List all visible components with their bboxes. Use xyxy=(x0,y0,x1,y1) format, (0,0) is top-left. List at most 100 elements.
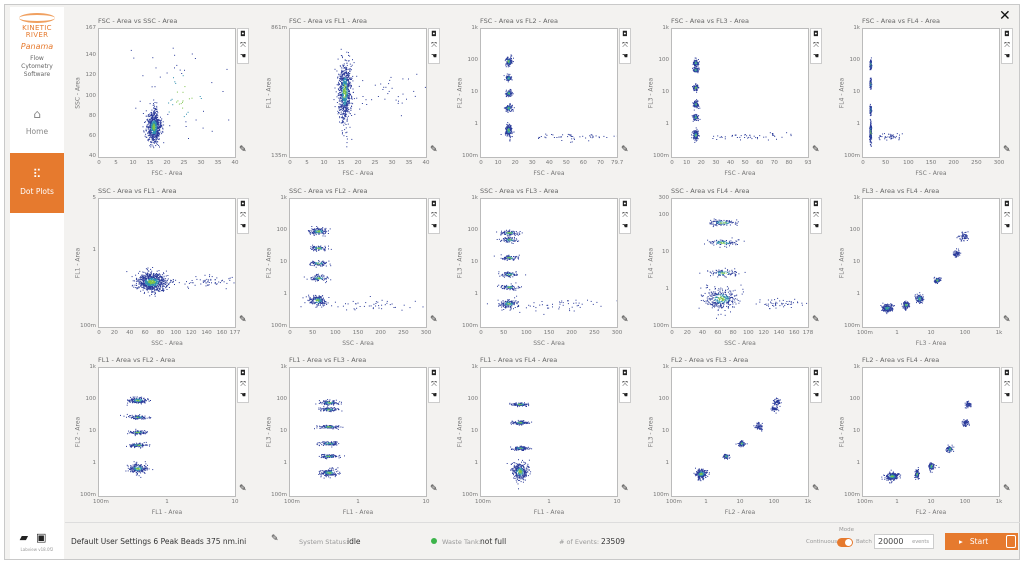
cursor-icon[interactable]: ⤧ xyxy=(240,210,246,219)
edit-plot-pencil-icon[interactable]: ✎ xyxy=(239,145,247,155)
event-dot xyxy=(167,279,168,281)
pan-hand-icon[interactable]: ☚ xyxy=(239,221,247,230)
event-dot xyxy=(790,135,792,137)
plot-area[interactable] xyxy=(98,197,236,328)
pan-hand-icon[interactable]: ☚ xyxy=(812,52,820,60)
lock-icon[interactable]: ◘ xyxy=(431,199,437,208)
open-folder-icon[interactable]: ▰ xyxy=(19,531,37,544)
event-dot xyxy=(150,130,152,131)
event-dot xyxy=(314,261,316,263)
plot-area[interactable] xyxy=(671,28,809,158)
event-dot xyxy=(142,282,144,284)
event-dot xyxy=(340,111,342,113)
pan-hand-icon[interactable]: ☚ xyxy=(1003,52,1011,60)
plot-area[interactable] xyxy=(480,197,618,328)
event-dot xyxy=(343,101,345,103)
y-axis-label: SSC - Area xyxy=(74,77,82,109)
lock-icon[interactable]: ◘ xyxy=(622,30,628,38)
cursor-icon[interactable]: ⤧ xyxy=(431,210,437,219)
event-dot xyxy=(159,119,161,121)
event-dot xyxy=(161,278,163,280)
x-axis-label: FSC - Area xyxy=(724,170,756,177)
event-dot xyxy=(311,278,313,280)
event-dot xyxy=(345,76,347,78)
edit-plot-pencil-icon[interactable]: ✎ xyxy=(430,145,438,155)
event-dot xyxy=(898,138,900,140)
event-dot xyxy=(694,133,696,135)
event-dot xyxy=(150,277,152,279)
event-dot xyxy=(506,130,508,132)
x-axis-label: FSC - Area xyxy=(533,170,565,177)
event-dot xyxy=(391,87,393,89)
plot-area[interactable] xyxy=(289,28,427,158)
event-dot xyxy=(314,230,316,232)
x-tick-label: 200 xyxy=(375,329,386,336)
event-dot xyxy=(318,299,319,301)
pan-hand-icon[interactable]: ☚ xyxy=(621,52,629,60)
plot-area[interactable] xyxy=(98,28,236,158)
event-dot xyxy=(351,97,353,99)
edit-plot-pencil-icon[interactable]: ✎ xyxy=(239,314,247,325)
event-dot xyxy=(146,119,148,121)
x-tick-label: 5 xyxy=(305,160,309,166)
event-dot xyxy=(145,279,147,281)
event-dot xyxy=(187,286,189,287)
lock-icon[interactable]: ◘ xyxy=(240,30,246,38)
close-icon[interactable]: ✕ xyxy=(999,8,1011,24)
event-dot xyxy=(318,229,320,231)
event-dot xyxy=(698,106,700,108)
edit-plot-pencil-icon[interactable]: ✎ xyxy=(1003,145,1011,155)
cursor-icon[interactable]: ⤧ xyxy=(431,41,437,49)
event-dot xyxy=(345,107,347,109)
event-dot xyxy=(149,127,151,129)
lock-icon[interactable]: ◘ xyxy=(431,30,437,38)
pan-hand-icon[interactable]: ☚ xyxy=(239,52,247,60)
event-dot xyxy=(312,231,313,233)
event-dot xyxy=(505,94,507,96)
event-dot xyxy=(315,231,317,233)
x-tick-label: 250 xyxy=(971,160,982,166)
event-dot xyxy=(151,121,152,123)
event-dot xyxy=(694,119,696,120)
event-dot xyxy=(344,116,346,118)
y-tick-label: 10 xyxy=(280,258,287,265)
event-dot xyxy=(145,284,147,286)
event-dot xyxy=(381,299,383,301)
event-dot xyxy=(161,279,163,281)
event-dot xyxy=(342,93,344,95)
cursor-icon[interactable]: ⤧ xyxy=(622,41,628,49)
event-dot xyxy=(342,97,344,99)
sidebar-item-dot-plots[interactable]: ⠯ Dot Plots xyxy=(10,153,64,213)
event-dot xyxy=(326,303,328,305)
lock-icon[interactable]: ◘ xyxy=(813,30,819,38)
cursor-icon[interactable]: ⤧ xyxy=(1004,41,1010,49)
event-dot xyxy=(311,225,313,227)
plot-area[interactable] xyxy=(862,28,1000,158)
event-dot xyxy=(344,77,345,79)
event-dot xyxy=(695,100,697,102)
lock-icon[interactable]: ◘ xyxy=(1004,30,1010,38)
event-dot xyxy=(352,59,353,61)
pan-hand-icon[interactable]: ☚ xyxy=(430,52,438,60)
event-dot xyxy=(164,282,166,284)
event-dot xyxy=(346,95,348,97)
event-dot xyxy=(345,76,347,78)
lock-icon[interactable]: ◘ xyxy=(240,199,246,208)
event-dot xyxy=(154,113,156,115)
event-dot xyxy=(154,102,156,103)
event-dot xyxy=(696,114,698,116)
event-dot xyxy=(155,272,157,274)
event-dot xyxy=(870,108,872,110)
plot-area[interactable] xyxy=(480,28,618,158)
edit-plot-pencil-icon[interactable]: ✎ xyxy=(621,145,629,155)
edit-plot-pencil-icon[interactable]: ✎ xyxy=(430,314,438,325)
edit-plot-pencil-icon[interactable]: ✎ xyxy=(812,145,820,155)
pan-hand-icon[interactable]: ☚ xyxy=(430,221,438,230)
save-icon[interactable]: ▣ xyxy=(36,531,55,544)
event-dot xyxy=(154,129,156,131)
cursor-icon[interactable]: ⤧ xyxy=(813,41,819,49)
cursor-icon[interactable]: ⤧ xyxy=(240,41,246,49)
event-dot xyxy=(351,95,352,97)
sidebar-item-home[interactable]: ⌂ Home xyxy=(10,107,64,136)
plot-area[interactable] xyxy=(289,197,427,328)
